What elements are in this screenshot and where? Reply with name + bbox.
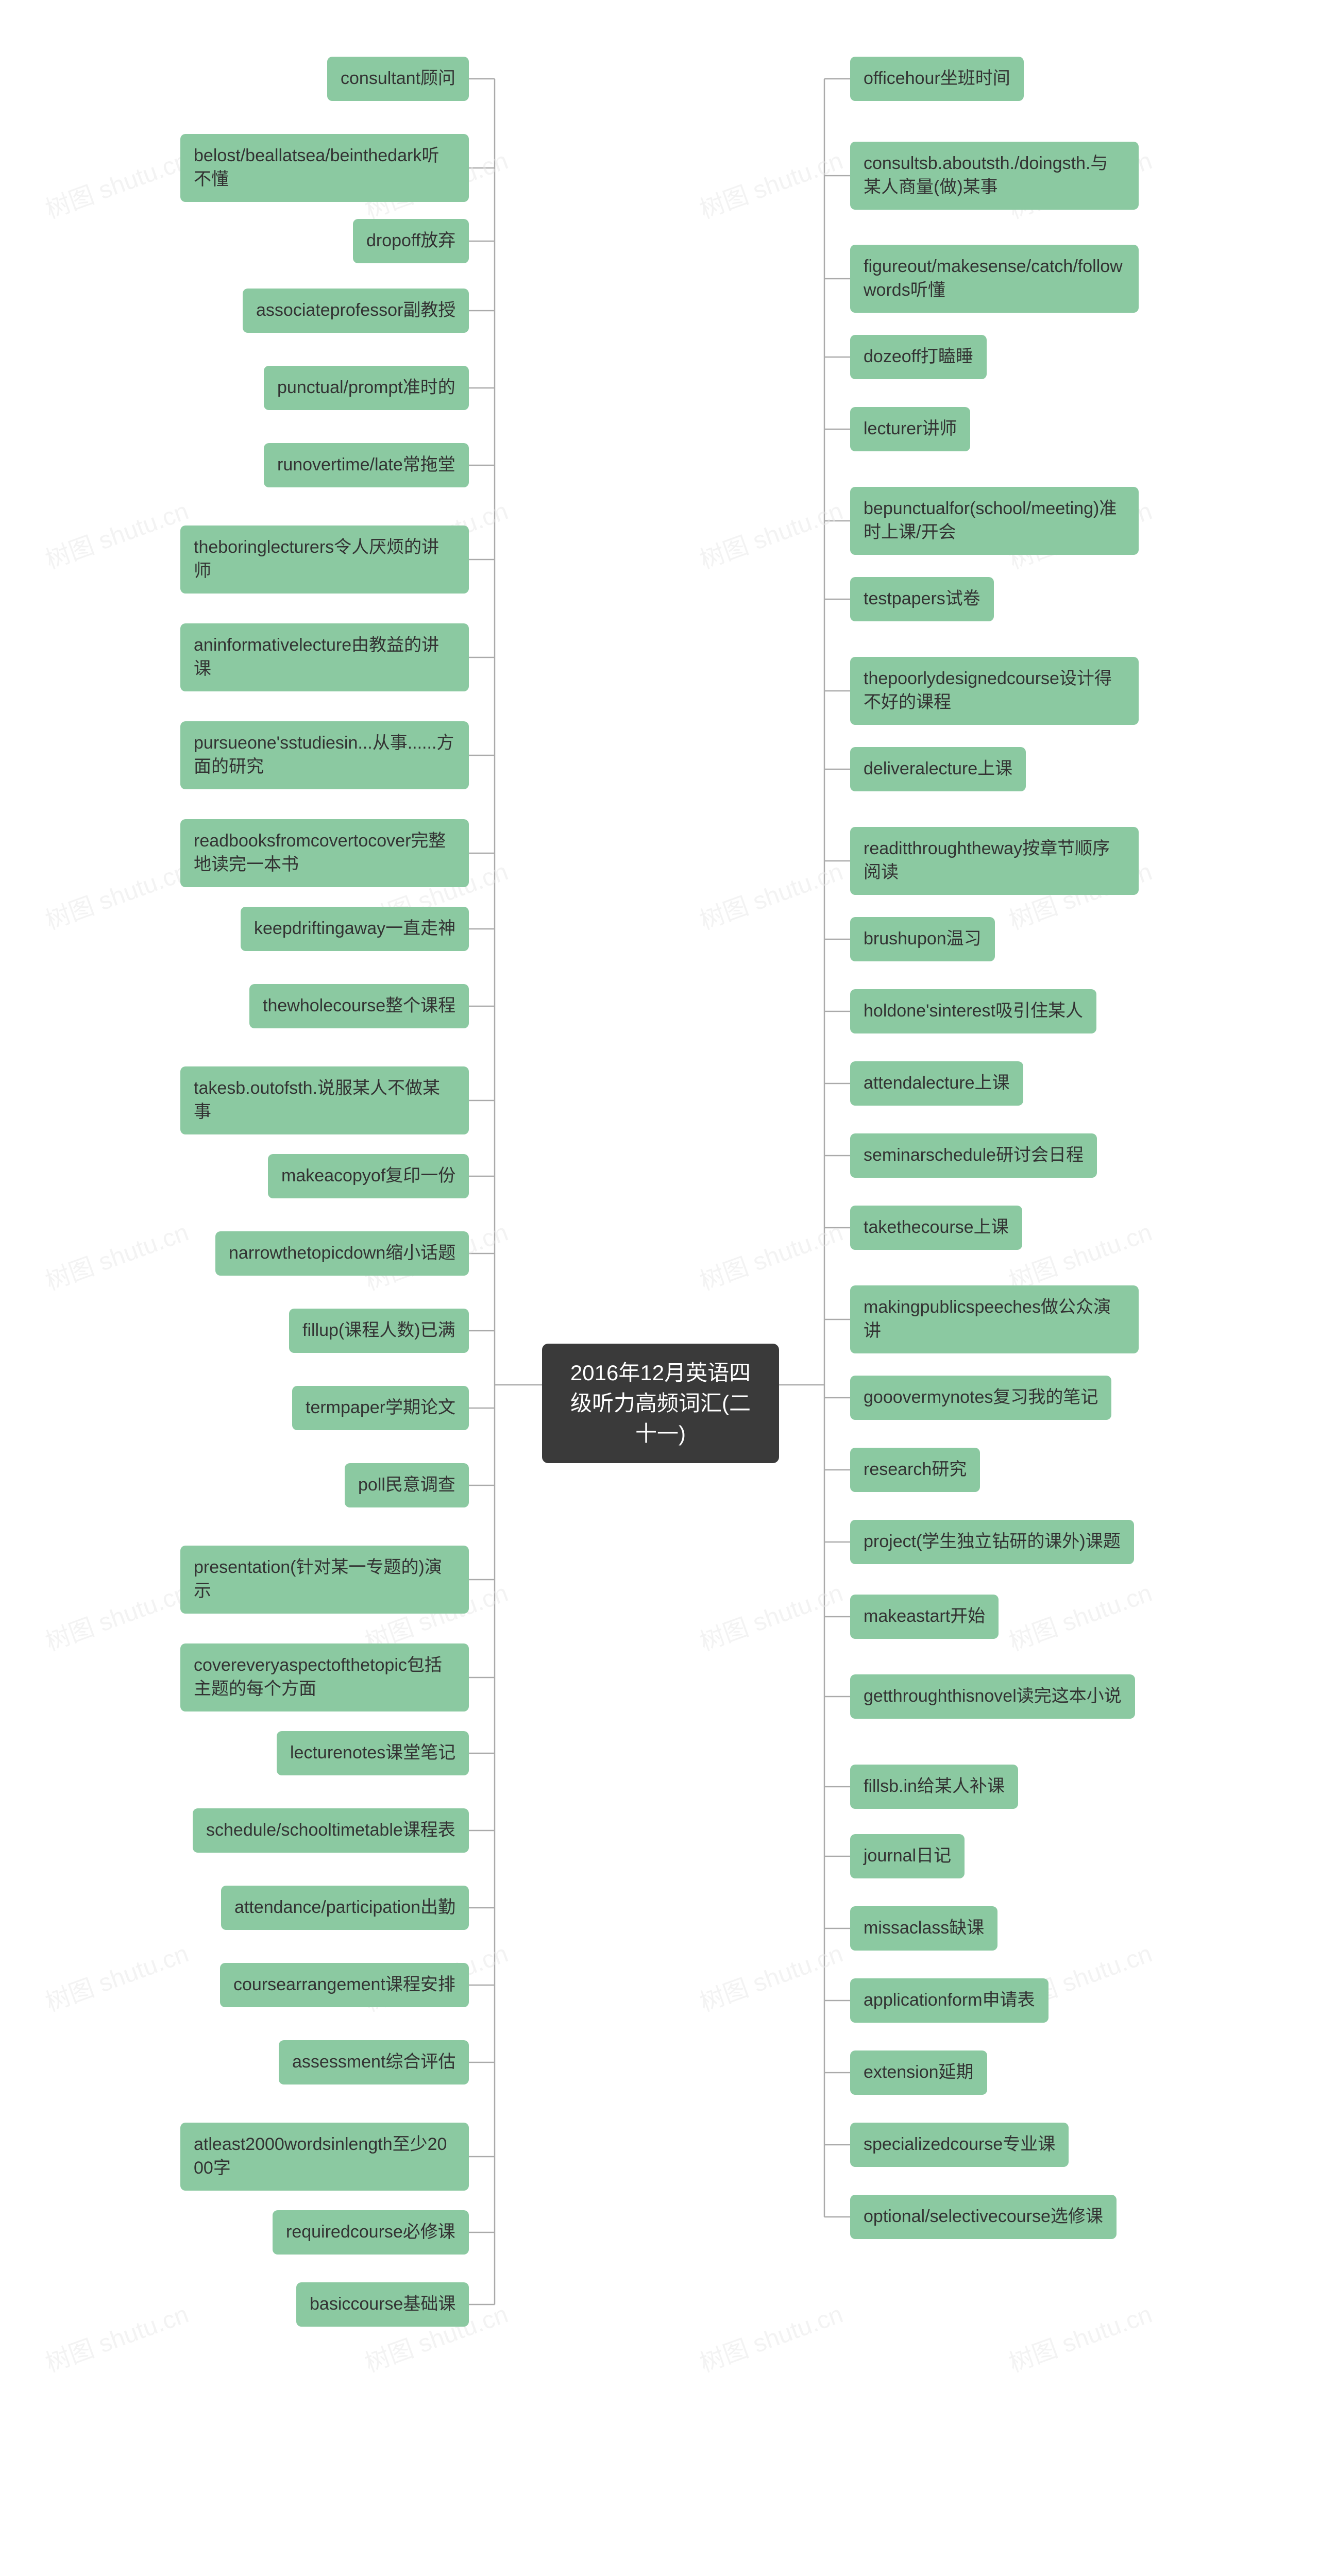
leaf-node-left: narrowthetopicdown缩小话题 xyxy=(215,1231,469,1276)
leaf-node-right: optional/selectivecourse选修课 xyxy=(850,2195,1117,2239)
leaf-node-right: officehour坐班时间 xyxy=(850,57,1024,101)
leaf-node-left: makeacopyof复印一份 xyxy=(268,1154,469,1198)
leaf-node-left: atleast2000wordsinlength至少2000字 xyxy=(180,2123,469,2191)
center-node: 2016年12月英语四级听力高频词汇(二十一) xyxy=(542,1344,779,1463)
leaf-node-right: brushupon温习 xyxy=(850,917,995,961)
leaf-node-left: covereveryaspectofthetopic包括主题的每个方面 xyxy=(180,1643,469,1711)
leaf-node-left: poll民意调查 xyxy=(345,1463,469,1507)
leaf-node-left: thewholecourse整个课程 xyxy=(249,984,469,1028)
leaf-node-left: basiccourse基础课 xyxy=(296,2282,469,2327)
leaf-node-right: project(学生独立钻研的课外)课题 xyxy=(850,1520,1134,1564)
leaf-node-right: gooovermynotes复习我的笔记 xyxy=(850,1376,1111,1420)
leaf-node-right: getthroughthisnovel读完这本小说 xyxy=(850,1674,1135,1719)
leaf-node-left: consultant顾问 xyxy=(327,57,469,101)
leaf-node-right: research研究 xyxy=(850,1448,980,1492)
leaf-node-right: deliveralecture上课 xyxy=(850,747,1026,791)
leaf-node-right: specializedcourse专业课 xyxy=(850,2123,1069,2167)
leaf-node-right: consultsb.aboutsth./doingsth.与某人商量(做)某事 xyxy=(850,142,1139,210)
leaf-node-right: figureout/makesense/catch/followwords听懂 xyxy=(850,245,1139,313)
leaf-node-right: attendalecture上课 xyxy=(850,1061,1023,1106)
center-node-label: 2016年12月英语四级听力高频词汇(二十一) xyxy=(570,1361,751,1446)
leaf-node-right: takethecourse上课 xyxy=(850,1206,1022,1250)
leaf-node-right: makingpublicspeeches做公众演讲 xyxy=(850,1285,1139,1353)
leaf-node-left: readbooksfromcovertocover完整地读完一本书 xyxy=(180,819,469,887)
leaf-node-left: lecturenotes课堂笔记 xyxy=(277,1731,469,1775)
leaf-node-left: aninformativelecture由教益的讲课 xyxy=(180,623,469,691)
leaf-node-left: associateprofessor副教授 xyxy=(243,289,469,333)
leaf-node-right: missaclass缺课 xyxy=(850,1906,997,1951)
leaf-node-left: theboringlecturers令人厌烦的讲师 xyxy=(180,526,469,594)
leaf-node-left: attendance/participation出勤 xyxy=(221,1886,469,1930)
leaf-node-left: punctual/prompt准时的 xyxy=(264,366,469,410)
leaf-node-right: dozeoff打瞌睡 xyxy=(850,335,987,379)
leaf-node-right: journal日记 xyxy=(850,1834,965,1878)
leaf-node-left: dropoff放弃 xyxy=(353,219,469,263)
leaf-node-left: schedule/schooltimetable课程表 xyxy=(193,1808,469,1853)
leaf-node-right: makeastart开始 xyxy=(850,1595,999,1639)
leaf-node-left: requiredcourse必修课 xyxy=(273,2210,469,2255)
leaf-node-right: applicationform申请表 xyxy=(850,1978,1049,2023)
leaf-node-left: presentation(针对某一专题的)演示 xyxy=(180,1546,469,1614)
leaf-node-right: thepoorlydesignedcourse设计得不好的课程 xyxy=(850,657,1139,725)
leaf-node-right: testpapers试卷 xyxy=(850,577,994,621)
leaf-node-right: fillsb.in给某人补课 xyxy=(850,1765,1018,1809)
leaf-node-right: lecturer讲师 xyxy=(850,407,970,451)
leaf-node-right: readitthroughtheway按章节顺序阅读 xyxy=(850,827,1139,895)
leaf-node-right: extension延期 xyxy=(850,2050,987,2095)
leaf-node-left: pursueone'sstudiesin...从事......方面的研究 xyxy=(180,721,469,789)
leaf-node-left: assessment综合评估 xyxy=(279,2040,469,2084)
leaf-node-left: runovertime/late常拖堂 xyxy=(264,443,469,487)
leaf-node-left: takesb.outofsth.说服某人不做某事 xyxy=(180,1066,469,1134)
leaf-node-left: coursearrangement课程安排 xyxy=(220,1963,469,2007)
leaf-node-left: keepdriftingaway一直走神 xyxy=(241,907,469,951)
leaf-node-right: bepunctualfor(school/meeting)准时上课/开会 xyxy=(850,487,1139,555)
leaf-node-right: seminarschedule研讨会日程 xyxy=(850,1133,1097,1178)
leaf-node-right: holdone'sinterest吸引住某人 xyxy=(850,989,1096,1033)
leaf-node-left: belost/beallatsea/beinthedark听不懂 xyxy=(180,134,469,202)
mindmap-container: 2016年12月英语四级听力高频词汇(二十一) consultant顾问 belo… xyxy=(0,0,1319,2576)
leaf-node-left: fillup(课程人数)已满 xyxy=(289,1309,469,1353)
leaf-node-left: termpaper学期论文 xyxy=(292,1386,469,1430)
